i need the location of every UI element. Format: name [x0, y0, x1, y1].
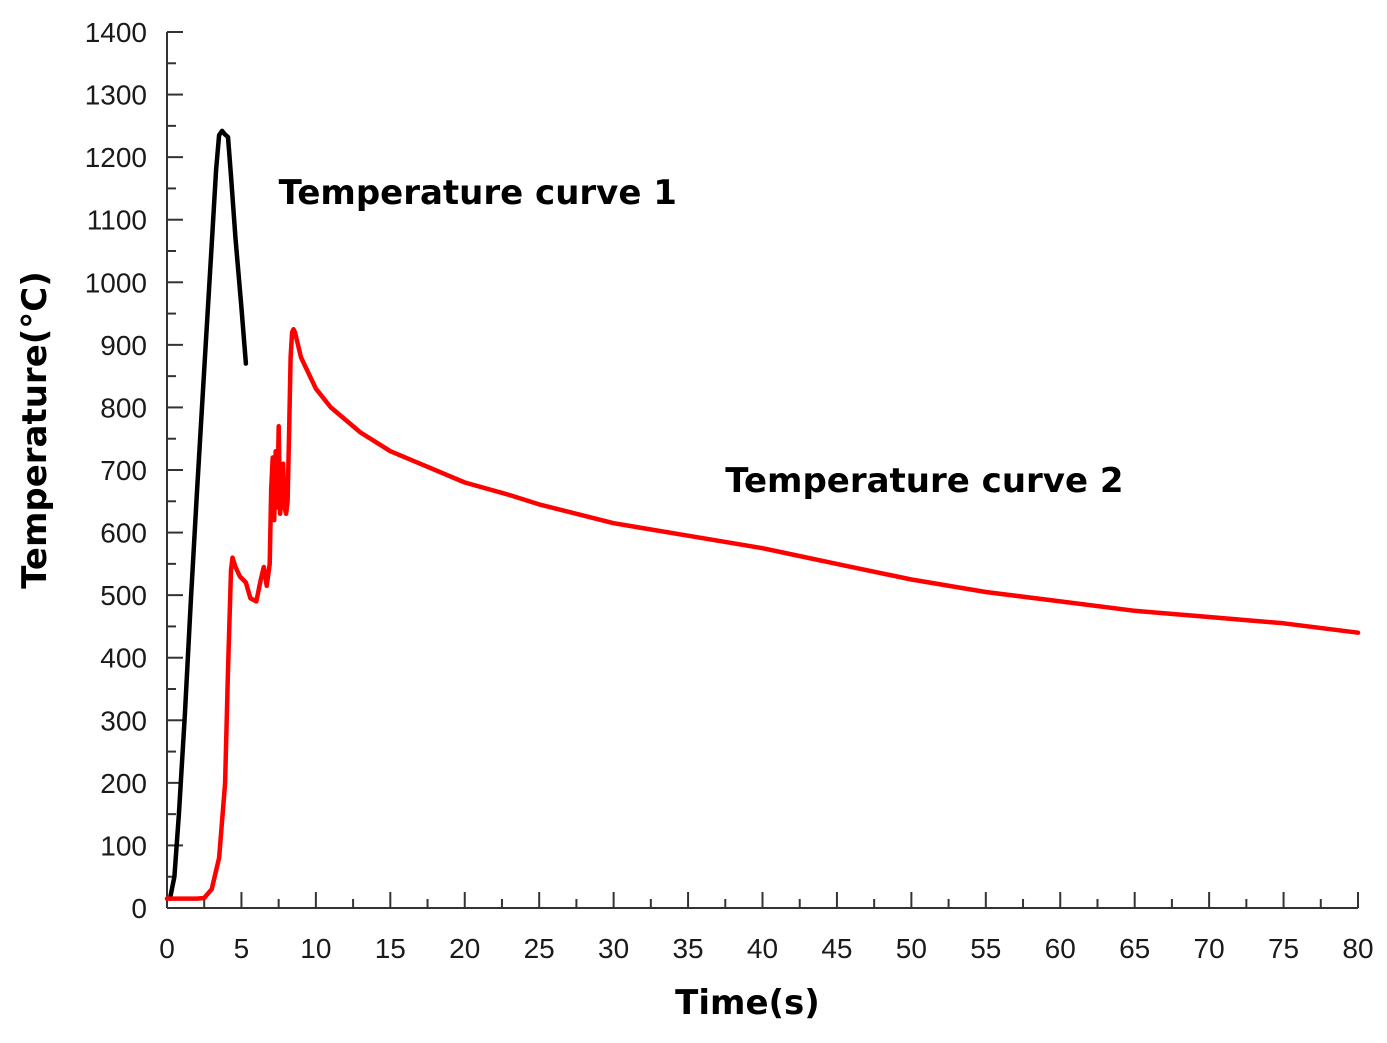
- ticks: 0100200300400500600700800900100011001200…: [85, 17, 1374, 964]
- y-tick-label: 1400: [85, 17, 147, 48]
- x-tick-label: 15: [375, 933, 406, 964]
- annotation-curve-1: Temperature curve 1: [279, 173, 677, 213]
- y-axis-title: Temperature(°C): [15, 271, 55, 589]
- y-tick-label: 400: [100, 643, 147, 674]
- x-tick-label: 80: [1342, 933, 1373, 964]
- y-tick-label: 1100: [87, 205, 147, 236]
- x-tick-label: 40: [747, 933, 778, 964]
- y-tick-label: 300: [100, 705, 147, 736]
- x-tick-label: 30: [598, 933, 629, 964]
- series-line-1: [167, 128, 249, 901]
- x-tick-label: 20: [449, 933, 480, 964]
- x-tick-label: 75: [1268, 933, 1299, 964]
- x-tick-label: 60: [1045, 933, 1076, 964]
- x-tick-label: 35: [672, 933, 703, 964]
- x-tick-label: 55: [970, 933, 1001, 964]
- x-tick-label: 10: [300, 933, 331, 964]
- x-tick-label: 65: [1119, 933, 1150, 964]
- y-tick-label: 900: [100, 330, 147, 361]
- series-group: [164, 128, 1361, 901]
- x-tick-label: 45: [821, 933, 852, 964]
- annotation-curve-2: Temperature curve 2: [725, 461, 1123, 501]
- series-line-2: [164, 326, 1361, 901]
- y-tick-label: 1200: [85, 142, 147, 173]
- x-tick-label: 0: [159, 933, 175, 964]
- y-tick-label: 1300: [85, 80, 147, 111]
- x-tick-label: 25: [524, 933, 555, 964]
- x-axis-title: Time(s): [675, 983, 820, 1023]
- x-tick-label: 5: [234, 933, 250, 964]
- y-tick-label: 800: [100, 392, 147, 423]
- y-tick-label: 600: [100, 518, 147, 549]
- y-tick-label: 0: [131, 893, 147, 924]
- y-tick-label: 700: [100, 455, 147, 486]
- x-tick-label: 70: [1194, 933, 1225, 964]
- y-tick-label: 1000: [85, 267, 147, 298]
- y-tick-label: 200: [100, 768, 147, 799]
- y-tick-label: 100: [100, 830, 147, 861]
- x-tick-label: 50: [896, 933, 927, 964]
- y-tick-label: 500: [100, 580, 147, 611]
- labels: Temperature curve 1 Temperature curve 2 Ti…: [15, 173, 1124, 1023]
